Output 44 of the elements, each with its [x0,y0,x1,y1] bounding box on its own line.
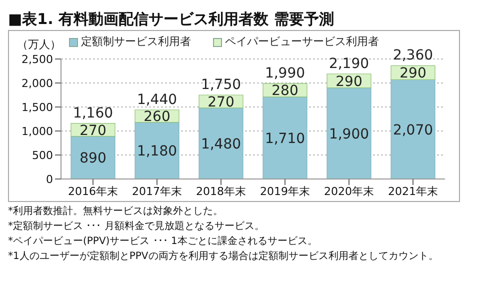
chart-title: ■表1. 有料動画配信サービス利用者数 需要予測 [8,9,335,30]
data-label: 2,070 [392,122,434,138]
data-label: 1,180 [136,144,178,160]
data-label: 270 [208,94,234,110]
y-tick-label: 1,500 [22,100,53,114]
text: *利用者数推計。無料サービスは対象外とした。 [8,204,224,219]
bar [198,108,244,179]
y-tick-label: 1,000 [22,124,53,138]
data-label: 890 [80,150,106,167]
x-tick-label: 2018年末 [196,184,246,198]
bar [134,122,180,179]
data-label: 260 [144,109,170,126]
data-label: 280 [272,83,298,100]
total-label: 1,750 [200,77,242,93]
data-label: 1,900 [328,126,370,142]
y-tick-label: 500 [32,148,53,162]
bar [70,136,116,179]
data-label: 290 [336,74,362,90]
y-tick-label: 2,500 [22,52,53,66]
y-tick-label: 0 [46,172,53,186]
y-axis-title: （万人） [17,37,61,52]
legend-label: 定額制サービス利用者 [80,35,191,49]
data-label: 1,710 [264,130,306,147]
total-label: 2,190 [328,56,370,72]
y-tick-label: 2,000 [22,76,53,90]
total-label: 2,360 [392,48,434,64]
bar [390,79,436,179]
total-label: 1,440 [136,92,178,108]
x-tick-label: 2017年末 [132,184,182,198]
total-label: 1,990 [264,65,306,82]
total-label: 1,160 [72,105,114,122]
data-label: 290 [400,66,426,82]
bar [262,96,308,179]
x-tick-label: 2016年末 [68,184,118,198]
text: *定額制サービス ･･･ 月額料金で見放題となるサービス。 [8,220,266,234]
x-tick-label: 2020年末 [324,184,374,198]
text: *1人のユーザーが定額制とPPVの両方を利用する場合は定額制サービス利用者としてカウント。 [8,250,440,264]
legend-label: ペイパービューサービス利用者 [224,35,379,49]
x-tick-label: 2021年末 [388,184,438,198]
bar [326,88,372,179]
x-tick-label: 2019年末 [260,184,310,198]
data-label: 1,480 [200,136,242,152]
text: *ペイパービュー(PPV)サービス ･･･ 1本ごとに課金されるサービス。 [8,234,318,249]
data-label: 270 [80,122,106,139]
